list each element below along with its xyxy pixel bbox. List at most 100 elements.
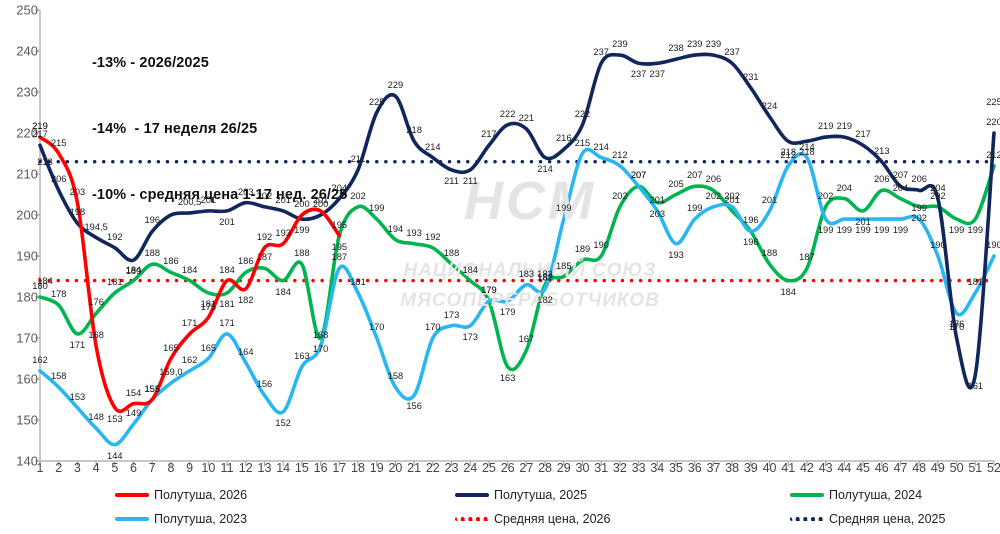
x-tick-label: 8 <box>167 461 175 475</box>
x-tick-label: 32 <box>612 461 627 475</box>
legend-item[interactable]: Полутуша, 2023 <box>115 512 247 526</box>
data-point-label: 214 <box>593 141 609 152</box>
data-point-label: 239 <box>686 39 703 50</box>
x-tick-label: 3 <box>73 461 81 475</box>
data-point-label: 189 <box>125 266 142 277</box>
data-point-label: 196 <box>743 215 759 226</box>
y-tick-label: 150 <box>16 412 38 428</box>
data-point-label: 180 <box>32 281 48 291</box>
data-point-label: 183 <box>537 268 553 279</box>
legend-item[interactable]: Полутуша, 2025 <box>455 488 587 502</box>
data-point-label: 152 <box>275 417 291 428</box>
data-point-label: 198 <box>69 207 86 218</box>
data-point-label: 165 <box>163 342 179 353</box>
data-point-label: 207 <box>630 170 647 181</box>
data-point-label: 218 <box>799 147 815 158</box>
legend-dotted-swatch <box>455 517 489 521</box>
data-point-label: 195 <box>331 241 348 252</box>
x-tick-label: 7 <box>148 461 156 475</box>
x-tick-label: 38 <box>725 461 740 475</box>
y-tick-label: 200 <box>16 207 38 223</box>
data-point-label: 199 <box>911 203 927 214</box>
annotation-line-3: -10% - средняя цена 1-17 нед. 26/25 <box>92 187 348 204</box>
data-point-label: 162 <box>181 354 198 365</box>
data-point-label: 176 <box>948 319 965 330</box>
data-point-label: 193 <box>406 227 422 238</box>
data-point-label: 222 <box>499 108 516 119</box>
data-point-label: 186 <box>237 256 254 267</box>
data-point-label: 182 <box>537 272 554 284</box>
data-point-label: 164 <box>237 346 254 357</box>
data-point-label: 224 <box>761 100 778 111</box>
data-point-label: 173 <box>462 331 478 342</box>
data-point-label: 187 <box>256 252 273 263</box>
data-point-label: 202 <box>612 190 628 201</box>
data-point-label: 214 <box>799 141 815 152</box>
data-point-label: 203 <box>237 186 254 197</box>
legend-item[interactable]: Средняя цена, 2026 <box>455 512 610 526</box>
x-tick-label: 44 <box>837 461 852 475</box>
y-tick-label: 170 <box>16 330 38 346</box>
data-point-label: 187 <box>799 252 815 263</box>
data-point-label: 168 <box>88 330 104 341</box>
data-point-label: 225 <box>986 96 1000 107</box>
x-tick-label: 10 <box>201 461 216 475</box>
data-labels-layer: 219 215 203 168 153 154 155 165 171 175 184 182 192 1… <box>32 39 1000 461</box>
x-tick-label: 17 <box>332 461 347 475</box>
chart-legend: Полутуша, 2026 Полутуша, 2025 Полутуша, 20… <box>0 484 1000 534</box>
data-point-label: 170 <box>948 322 965 332</box>
data-point-label: 199 <box>892 225 909 236</box>
data-point-label: 215 <box>574 137 591 148</box>
data-point-label: 167 <box>518 334 535 345</box>
y-tick-label: 250 <box>16 2 38 18</box>
legend-item[interactable]: Полутуша, 2026 <box>115 488 247 502</box>
data-point-label: 170 <box>312 344 329 354</box>
legend-item[interactable]: Полутуша, 2024 <box>790 488 922 502</box>
data-point-label: 200 <box>312 199 329 209</box>
data-point-label: 204 <box>930 182 946 193</box>
x-tick-label: 39 <box>743 461 758 475</box>
y-tick-label: 230 <box>16 84 38 100</box>
data-point-label: 148 <box>88 412 104 423</box>
data-point-label: 217 <box>32 129 48 140</box>
data-point-label: 206 <box>873 174 890 185</box>
data-point-label: 171 <box>181 317 198 328</box>
data-point-label: 212 <box>986 149 1000 160</box>
data-point-label: 158 <box>387 371 404 382</box>
data-point-label: 192 <box>425 231 441 242</box>
data-point-label: 144 <box>107 450 123 461</box>
x-tick-label: 11 <box>220 461 234 475</box>
data-point-label: 184 <box>125 264 142 275</box>
x-axis: 1 2 3 4 5 6 7 8 9 10 11 12 13 14 15 16 17 18 19 20 21 22 23 24 2… <box>0 461 1000 481</box>
x-tick-label: 18 <box>351 461 365 475</box>
y-tick-label: 220 <box>16 125 38 141</box>
data-point-label: 201 <box>761 194 778 205</box>
x-tick-label: 42 <box>799 461 814 475</box>
legend-label: Полутуша, 2025 <box>494 488 588 502</box>
data-point-label: 170 <box>368 322 385 332</box>
data-point-label: 237 <box>593 47 609 58</box>
legend-label: Средняя цена, 2026 <box>494 512 611 526</box>
data-point-label: 154 <box>125 387 142 398</box>
data-point-label: 211 <box>462 175 478 186</box>
legend-item[interactable]: Средняя цена, 2025 <box>790 512 945 526</box>
data-point-label: 201 <box>275 194 291 205</box>
data-point-label: 225 <box>368 96 385 107</box>
x-tick-label: 45 <box>856 461 870 475</box>
data-point-label: 186 <box>163 256 179 267</box>
y-tick-label: 210 <box>16 166 38 182</box>
data-point-label: 156 <box>256 379 273 390</box>
x-tick-label: 49 <box>930 461 945 475</box>
x-tick-label: 47 <box>893 461 908 475</box>
data-point-label: 189 <box>574 244 591 255</box>
data-point-label: 153 <box>69 391 86 402</box>
data-point-label: 168 <box>312 330 329 341</box>
x-tick-label: 27 <box>519 461 534 475</box>
data-point-label: 149 <box>125 408 142 419</box>
y-axis: 140 150 160 170 180 190 200 210 220 230 240 250 <box>0 0 38 480</box>
y-tick-label: 140 <box>16 453 38 469</box>
series-line <box>38 147 996 447</box>
data-point-label: 199 <box>294 225 310 236</box>
x-tick-label: 21 <box>407 461 422 475</box>
